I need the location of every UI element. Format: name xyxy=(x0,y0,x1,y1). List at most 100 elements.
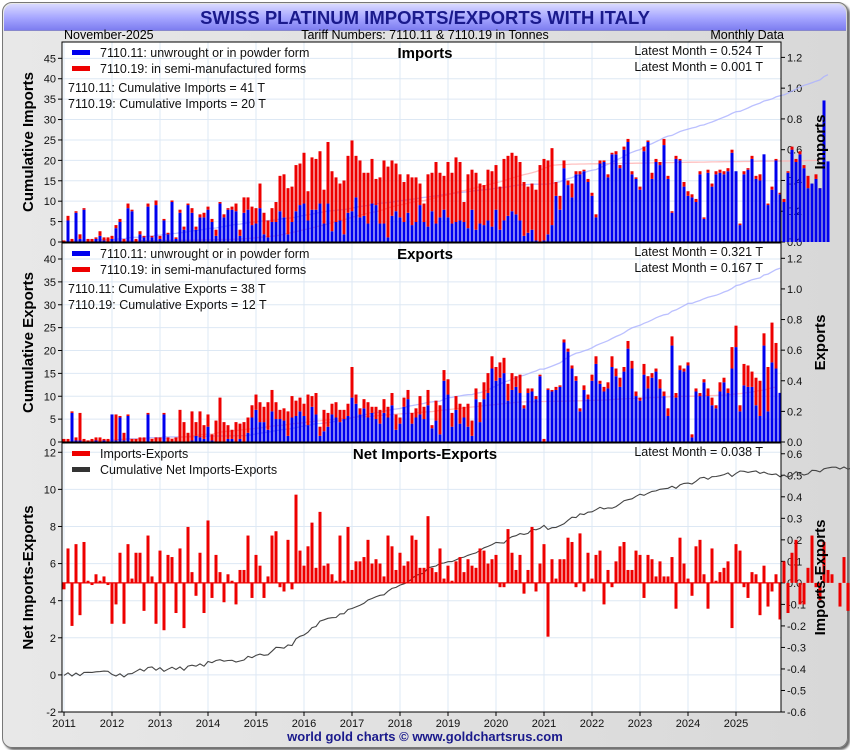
bar-7110-19 xyxy=(578,408,582,412)
right-tick-label: 1.2 xyxy=(787,253,802,265)
bar-7110-11 xyxy=(482,399,486,442)
legend-label: Imports-Exports xyxy=(100,447,188,461)
bar-7110-11 xyxy=(718,172,722,242)
bar-7110-11 xyxy=(414,222,418,242)
bar-net xyxy=(62,582,66,590)
left-tick-label: 15 xyxy=(44,176,56,188)
legend-swatch xyxy=(72,267,90,272)
bar-net xyxy=(538,563,542,583)
bar-7110-19 xyxy=(282,408,286,421)
bar-net xyxy=(402,565,406,583)
bar-net xyxy=(482,550,486,583)
bar-7110-19 xyxy=(530,183,534,230)
bar-net xyxy=(846,582,850,611)
bar-net xyxy=(634,550,638,583)
bar-net xyxy=(74,544,78,583)
bar-7110-11 xyxy=(294,415,298,442)
bar-7110-19 xyxy=(190,208,194,213)
bar-7110-19 xyxy=(658,162,662,166)
bar-net xyxy=(774,574,778,583)
bar-net xyxy=(646,554,650,583)
bar-net xyxy=(138,552,142,583)
bar-7110-19 xyxy=(258,183,262,209)
bar-net xyxy=(94,574,98,583)
bar-net xyxy=(426,516,430,583)
bar-net xyxy=(754,574,758,583)
bar-7110-11 xyxy=(314,414,318,442)
bar-7110-19 xyxy=(534,189,538,241)
left-axis-label: Cumulative Exports xyxy=(20,272,37,413)
bar-net xyxy=(118,552,122,583)
bar-7110-11 xyxy=(674,397,678,442)
bar-net xyxy=(614,561,618,583)
legend-label: 7110.19: in semi-manufactured forms xyxy=(100,62,306,76)
x-tick-label: 2011 xyxy=(52,718,76,730)
bar-7110-11 xyxy=(222,217,226,242)
bar-net xyxy=(162,582,166,631)
bar-net xyxy=(830,574,834,583)
bar-7110-19 xyxy=(514,155,518,215)
bar-7110-11 xyxy=(706,172,710,242)
x-tick-label: 2019 xyxy=(436,718,460,730)
bar-net xyxy=(622,541,626,583)
bar-net xyxy=(682,563,686,583)
bar-7110-11 xyxy=(258,208,262,242)
x-tick-label: 2022 xyxy=(580,718,604,730)
bar-7110-11 xyxy=(266,237,270,242)
bar-7110-19 xyxy=(438,405,442,435)
bar-7110-19 xyxy=(318,426,322,436)
bar-7110-19 xyxy=(418,183,422,206)
bar-net xyxy=(586,552,590,583)
bar-7110-11 xyxy=(330,231,334,242)
left-tick-label: 5 xyxy=(50,414,56,426)
bar-7110-11 xyxy=(502,220,506,242)
bar-7110-19 xyxy=(386,166,390,238)
bar-7110-19 xyxy=(514,376,518,387)
bar-7110-11 xyxy=(754,178,758,242)
bar-net xyxy=(822,541,826,583)
bar-7110-11 xyxy=(410,423,414,442)
bar-net xyxy=(638,554,642,583)
left-tick-label: 30 xyxy=(44,115,56,127)
bar-7110-11 xyxy=(726,393,730,442)
bar-7110-11 xyxy=(810,183,814,242)
bar-7110-11 xyxy=(338,422,342,442)
bar-7110-11 xyxy=(382,412,386,442)
bar-7110-11 xyxy=(210,440,214,442)
bar-7110-11 xyxy=(562,342,566,442)
bar-net xyxy=(310,522,314,583)
bar-7110-19 xyxy=(210,434,214,441)
bar-7110-19 xyxy=(62,240,66,242)
bar-7110-19 xyxy=(714,405,718,409)
bar-7110-11 xyxy=(738,225,742,242)
bar-net xyxy=(466,559,470,583)
bar-7110-19 xyxy=(754,377,758,406)
bar-net xyxy=(278,582,282,588)
left-tick-label: 30 xyxy=(44,300,56,312)
bar-7110-11 xyxy=(170,202,174,242)
left-tick-label: 45 xyxy=(44,53,56,65)
bar-7110-19 xyxy=(502,357,506,374)
bar-7110-19 xyxy=(362,399,366,409)
bar-7110-11 xyxy=(490,368,494,442)
bar-7110-11 xyxy=(274,222,278,242)
bar-7110-19 xyxy=(694,198,698,202)
bar-7110-11 xyxy=(122,440,126,442)
bar-7110-11 xyxy=(394,429,398,442)
bar-7110-11 xyxy=(194,229,198,242)
left-tick-label: 8 xyxy=(50,521,56,533)
bar-7110-19 xyxy=(462,202,466,222)
bar-7110-19 xyxy=(410,177,414,226)
bar-7110-11 xyxy=(466,228,470,242)
bar-7110-19 xyxy=(106,438,110,442)
bar-7110-11 xyxy=(282,420,286,442)
bar-7110-19 xyxy=(302,152,306,204)
bar-7110-19 xyxy=(726,168,730,172)
cumulative-annotation: 7110.11: Cumulative Exports = 38 T xyxy=(68,282,266,296)
left-tick-label: 4 xyxy=(50,596,56,608)
bar-7110-19 xyxy=(182,422,186,442)
bar-7110-11 xyxy=(538,376,542,442)
bar-7110-19 xyxy=(166,437,170,442)
bar-7110-11 xyxy=(438,434,442,442)
